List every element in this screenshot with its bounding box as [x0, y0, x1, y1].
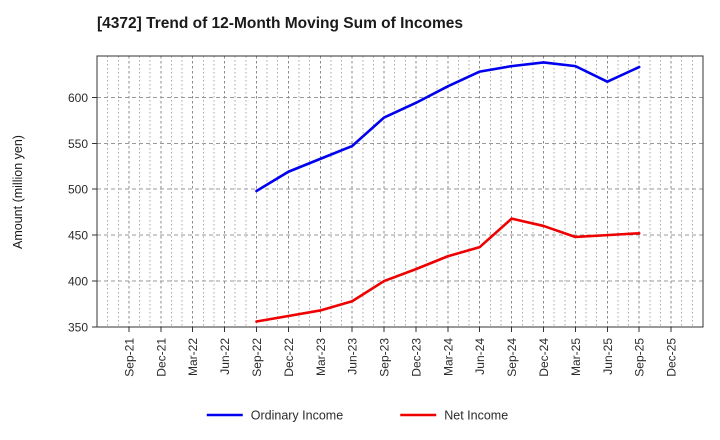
x-tick-label: Jun-23 [346, 338, 360, 375]
y-tick-label: 450 [68, 229, 88, 243]
horizontal-gridlines [92, 96, 703, 328]
x-tick-label: Dec-21 [154, 338, 168, 377]
legend-label-2: Net Income [444, 409, 508, 423]
y-tick-label: 600 [68, 91, 88, 105]
plot-area-border [96, 55, 704, 328]
legend-label-1: Ordinary Income [251, 409, 343, 423]
x-tick-label: Mar-23 [314, 338, 328, 376]
x-tick-label: Mar-25 [569, 338, 583, 376]
series-line-1 [255, 61, 641, 193]
x-tick-label: Sep-24 [505, 338, 519, 377]
data-series-lines [255, 61, 641, 323]
x-tick-label: Jun-24 [473, 338, 487, 375]
chart-legend: Ordinary Income Net Income [206, 409, 508, 423]
x-tick-label: Dec-23 [409, 338, 423, 377]
x-axis-tick-labels: Sep-21 Dec-21 Mar-22 Jun-22 Sep-22 Dec-22 Mar-… [122, 327, 679, 377]
x-tick-label: Jun-25 [601, 338, 615, 375]
x-tick-label: Sep-23 [378, 338, 392, 377]
y-tick-label: 400 [68, 275, 88, 289]
x-tick-label: Jun-22 [218, 338, 232, 375]
y-tick-label: 550 [68, 137, 88, 151]
y-axis-tick-labels: 350 400 450 500 550 600 [68, 91, 88, 335]
x-tick-label: Mar-22 [186, 338, 200, 376]
x-tick-label: Mar-24 [441, 338, 455, 376]
x-tick-label: Sep-25 [633, 338, 647, 377]
series-line-2 [255, 217, 641, 323]
x-tick-label: Dec-25 [665, 338, 679, 377]
y-tick-label: 350 [68, 321, 88, 335]
chart-title: [4372] Trend of 12-Month Moving Sum of I… [97, 15, 463, 32]
x-tick-label: Dec-22 [282, 338, 296, 377]
y-tick-label: 500 [68, 183, 88, 197]
minor-vertical-gridlines [107, 56, 693, 327]
x-tick-label: Sep-21 [122, 338, 136, 377]
y-axis-title: Amount (million yen) [11, 135, 25, 249]
x-tick-label: Sep-22 [250, 338, 264, 377]
x-tick-label: Dec-24 [537, 338, 551, 377]
major-vertical-gridlines [128, 56, 672, 327]
